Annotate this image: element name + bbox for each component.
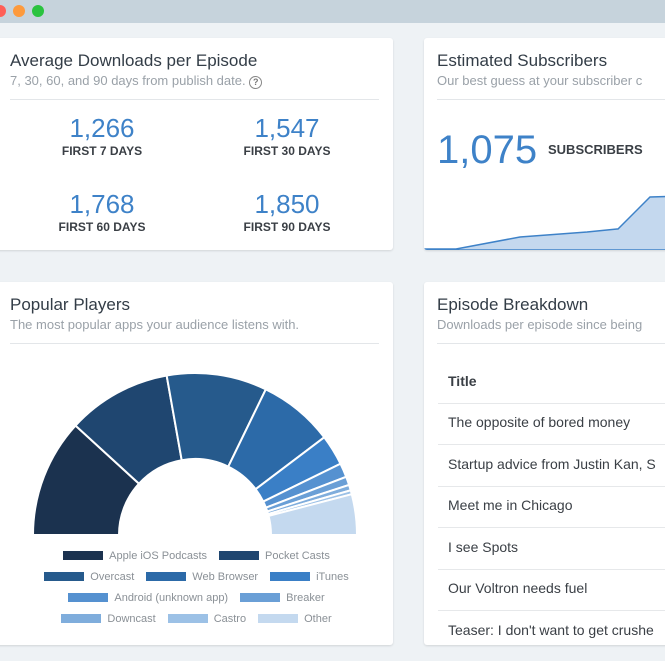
question-circle-icon[interactable]: ?: [249, 76, 263, 89]
legend-item[interactable]: iTunes: [270, 571, 349, 583]
legend-label: Overcast: [90, 570, 135, 583]
subscriber-label: SUBSCRIBERS: [548, 142, 643, 157]
card-title: Popular Players: [10, 295, 131, 314]
card-subtitle: 7, 30, 60, and 90 days from publish date…: [10, 73, 263, 89]
subscribers-card: Estimated Subscribers Our best guess at …: [424, 38, 665, 250]
legend-item[interactable]: Downcast: [61, 612, 156, 625]
card-title: Average Downloads per Episode: [10, 51, 258, 70]
stat-7-days: 1,266 FIRST 7 DAYS: [12, 114, 192, 158]
row-divider: [438, 444, 665, 445]
window-titlebar: [0, 0, 665, 23]
legend-label: Castro: [213, 612, 247, 625]
stat-value: 1,850: [254, 189, 320, 219]
stat-label: FIRST 60 DAYS: [58, 220, 146, 234]
subscriber-trend-chart: [424, 195, 665, 250]
legend-swatch: [146, 572, 187, 581]
legend-item[interactable]: Castro: [167, 612, 247, 625]
legend-item[interactable]: Android (unknown app): [68, 592, 228, 604]
legend-row: Overcast Web Browser iTunes: [0, 566, 393, 587]
stat-label: FIRST 30 DAYS: [243, 144, 331, 158]
legend-swatch: [219, 551, 260, 560]
card-subtitle: Downloads per episode since being: [437, 317, 643, 332]
legend-label: Downcast: [107, 612, 156, 625]
legend-item[interactable]: Other: [258, 613, 332, 625]
legend-label: Android (unknown app): [114, 591, 229, 604]
legend-row: Apple iOS Podcasts Pocket Casts: [0, 545, 393, 566]
row-divider: [438, 485, 665, 487]
card-subtitle: Our best guess at your subscriber c: [437, 73, 643, 88]
legend-row: Downcast Castro Other: [0, 608, 393, 629]
subscriber-count: 1,075: [437, 128, 538, 172]
card-subtitle: The most popular apps your audience list…: [10, 317, 300, 332]
table-row[interactable]: The opposite of bored money: [448, 414, 631, 430]
stat-value: 1,768: [69, 189, 135, 219]
column-header-title[interactable]: Title: [448, 373, 477, 389]
legend-label: iTunes: [316, 570, 349, 583]
legend-row: Android (unknown app) Breaker: [0, 587, 393, 608]
legend-label: Pocket Casts: [265, 549, 330, 562]
stat-label: FIRST 7 DAYS: [61, 144, 143, 158]
row-divider: [438, 403, 665, 404]
players-half-donut-chart: [31, 372, 359, 536]
legend-item[interactable]: Pocket Casts: [219, 550, 330, 562]
stat-value: 1,266: [69, 113, 135, 143]
stat-value: 1,547: [254, 113, 320, 143]
legend-label: Apple iOS Podcasts: [109, 549, 208, 562]
divider: [10, 343, 379, 344]
stat-30-days: 1,547 FIRST 30 DAYS: [197, 114, 377, 158]
legend-swatch: [68, 593, 109, 602]
legend-label: Web Browser: [192, 570, 259, 583]
legend-item[interactable]: Overcast: [44, 571, 134, 583]
legend-swatch: [167, 614, 208, 623]
episode-breakdown-card: Episode Breakdown Downloads per episode …: [424, 282, 665, 645]
subscriber-trend-area: [424, 195, 665, 250]
table-row[interactable]: Our Voltron needs fuel: [448, 580, 588, 596]
legend-label: Breaker: [286, 591, 325, 604]
legend-item[interactable]: Web Browser: [146, 571, 258, 583]
players-legend: Apple iOS Podcasts Pocket Casts Overcast We…: [0, 545, 393, 629]
card-title: Episode Breakdown: [437, 295, 589, 314]
subtitle-text: 7, 30, 60, and 90 days from publish date…: [10, 73, 246, 88]
legend-label: Other: [304, 612, 332, 625]
table-row[interactable]: Startup advice from Justin Kan, S: [448, 455, 656, 472]
slice-other[interactable]: [267, 492, 359, 536]
row-divider: [438, 568, 665, 570]
legend-item[interactable]: Apple iOS Podcasts: [63, 550, 207, 562]
divider: [437, 99, 665, 100]
divider: [10, 99, 379, 100]
legend-swatch: [258, 614, 299, 623]
legend-swatch: [61, 614, 102, 623]
stat-60-days: 1,768 FIRST 60 DAYS: [12, 190, 192, 234]
stat-90-days: 1,850 FIRST 90 DAYS: [197, 190, 377, 234]
table-row[interactable]: Meet me in Chicago: [448, 497, 573, 513]
legend-swatch: [44, 572, 85, 581]
divider: [437, 343, 665, 344]
minimize-window-button[interactable]: [13, 5, 25, 17]
close-window-button[interactable]: [0, 5, 6, 17]
row-divider: [438, 527, 665, 528]
row-divider: [438, 610, 665, 611]
card-title: Estimated Subscribers: [437, 51, 608, 70]
legend-swatch: [240, 593, 281, 602]
stat-label: FIRST 90 DAYS: [243, 220, 331, 234]
legend-item[interactable]: Breaker: [240, 592, 325, 604]
maximize-window-button[interactable]: [32, 5, 44, 17]
table-row[interactable]: I see Spots: [448, 538, 519, 555]
legend-swatch: [63, 551, 104, 560]
avg-downloads-card: Average Downloads per Episode 7, 30, 60,…: [0, 38, 393, 250]
table-row[interactable]: Teaser: I don't want to get crushe: [448, 621, 654, 638]
legend-swatch: [270, 572, 311, 581]
